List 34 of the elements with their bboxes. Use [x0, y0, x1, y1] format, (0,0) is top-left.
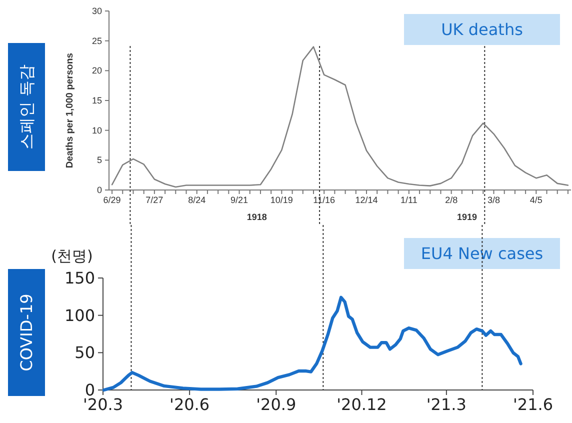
- text: COVID-19: [17, 294, 36, 372]
- text: 1918: [246, 212, 267, 222]
- x-tick-label: '21.3: [426, 394, 466, 414]
- y-tick-label: 5: [96, 155, 102, 166]
- y-tick-label: 25: [92, 36, 102, 46]
- x-tick-label: 11/16: [313, 195, 336, 206]
- x-tick-label: 8/24: [188, 195, 206, 206]
- chart-subtitle: EU4 New cases: [420, 244, 544, 263]
- x-tick-label: '20.9: [256, 394, 296, 414]
- x-tick-label: '21.6: [512, 394, 554, 414]
- text: UK deaths: [441, 20, 523, 39]
- x-tick-label: 3/8: [487, 195, 500, 206]
- x-tick-label: 9/21: [230, 195, 248, 206]
- text: 1919: [457, 212, 478, 222]
- x-tick-label: 2/8: [445, 195, 458, 206]
- y-axis-title: Deaths per 1,000 persons: [64, 52, 76, 168]
- y-tick-label: 0: [96, 185, 102, 195]
- x-tick-label: '20.6: [170, 394, 210, 414]
- x-tick-label: '20.12: [336, 394, 387, 414]
- x-tick-label: 1/11: [400, 195, 418, 206]
- y-tick-label: 15: [92, 96, 102, 106]
- x-tick-label: 7/27: [146, 195, 164, 206]
- y-tick-label: 150: [64, 268, 95, 288]
- x-tick-label: 6/29: [103, 195, 121, 206]
- y-tick-label: 100: [64, 306, 95, 325]
- y-tick-label: 30: [92, 6, 102, 16]
- x-tick-label: 4/5: [530, 195, 542, 206]
- x-tick-label: 12/14: [355, 195, 378, 206]
- y-tick-label: 20: [92, 66, 102, 76]
- x-tick-label: 10/19: [270, 195, 293, 206]
- y-axis-title: (천명): [51, 247, 93, 265]
- y-tick-label: 50: [74, 343, 95, 362]
- text: 스페인 독감: [17, 64, 36, 150]
- y-tick-label: 10: [92, 125, 102, 136]
